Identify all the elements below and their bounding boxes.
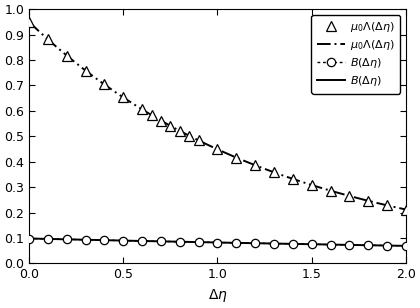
- Legend: $\mu_0\Lambda(\Delta\eta)$, $\mu_0\Lambda(\Delta\eta)$, $B(\Delta\eta)$, $B(\Del: $\mu_0\Lambda(\Delta\eta)$, $\mu_0\Lambd…: [311, 15, 400, 94]
- X-axis label: $\Delta\eta$: $\Delta\eta$: [207, 287, 227, 304]
